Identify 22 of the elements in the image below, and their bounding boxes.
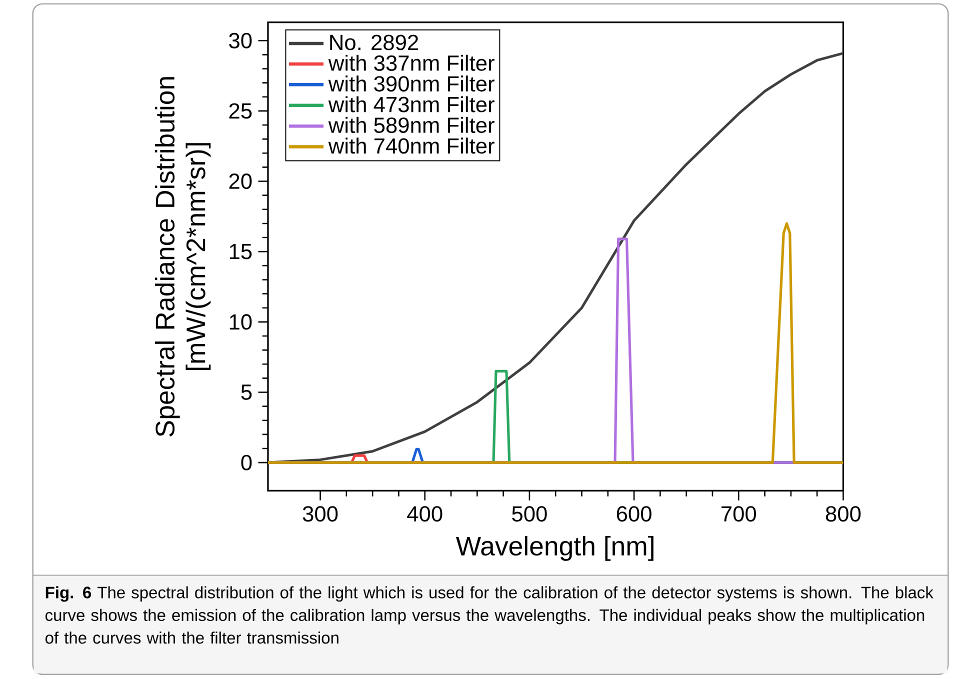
x-tick-label: 800 bbox=[826, 506, 861, 522]
legend-label: with 337nm Filter bbox=[328, 54, 494, 71]
x-axis-title: Wavelength [nm] bbox=[456, 536, 654, 561]
y-axis-title: Spectral Radiance Distribution [mW/(cm^2*nm*sr)] bbox=[154, 77, 211, 436]
y-tick-label: 0 bbox=[241, 454, 252, 470]
y-tick-label: 5 bbox=[241, 384, 252, 400]
x-tick-label: 500 bbox=[512, 506, 547, 522]
y-tick-label: 10 bbox=[230, 314, 252, 330]
x-tick-label: 300 bbox=[302, 506, 338, 522]
x-tick-label: 600 bbox=[616, 506, 652, 522]
y-tick-label: 25 bbox=[229, 103, 252, 119]
text: Fig. 6 The spectral distribution of the light which is used for the calibration of the detector systems is shown. The black curve shows the emission of the calibration lamp versus the wavelengths. The individual peaks show the multiplication of the curves with the filter transmission bbox=[46, 586, 934, 644]
y-tick-label: 15 bbox=[230, 244, 252, 260]
y-tick-label: 30 bbox=[229, 32, 252, 48]
x-tick-label: 700 bbox=[722, 506, 756, 522]
legend-label: with 390nm Filter bbox=[328, 75, 494, 92]
x-tick-label: 400 bbox=[407, 506, 442, 522]
legend-label: No. 2892 bbox=[330, 34, 418, 50]
legend-label: with 473nm Filter bbox=[328, 96, 494, 112]
y-tick-label: 20 bbox=[229, 173, 252, 189]
legend-label: with 589nm Filter bbox=[328, 116, 494, 133]
legend-label: with 740nm Filter bbox=[328, 138, 494, 154]
